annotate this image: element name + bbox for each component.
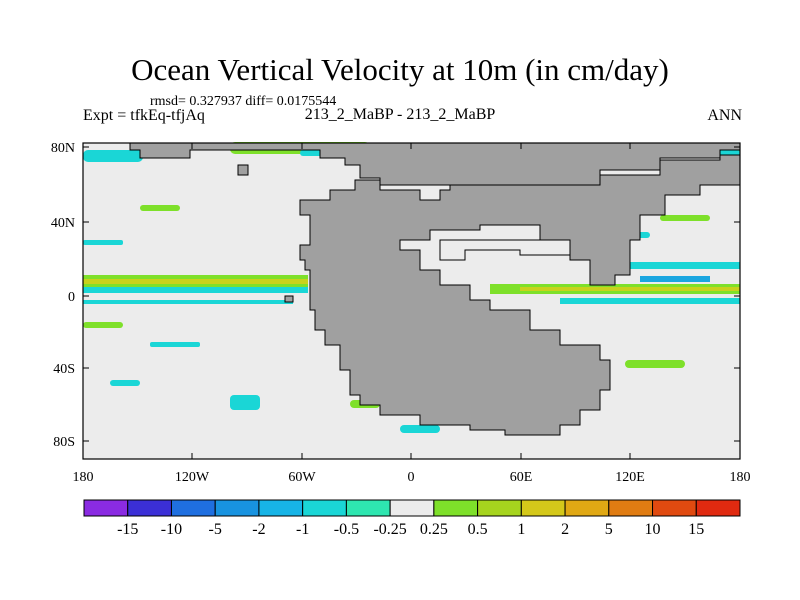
colorbar-box — [652, 499, 697, 517]
inner-ocean-cutout — [439, 239, 571, 261]
colorbar-box — [170, 499, 216, 517]
south-cyan-patch-3 — [400, 425, 440, 433]
x-axis-labels: 180 120W 60W 0 60E 120E 180 — [73, 470, 751, 485]
y-tick-label: 80N — [51, 141, 75, 156]
colorbar-label: -10 — [161, 521, 182, 538]
colorbar-box — [302, 499, 347, 517]
land-masses — [129, 142, 741, 436]
colorbar-label: -2 — [252, 521, 265, 538]
colorbar-label: 2 — [561, 521, 569, 538]
x-tick-label: 0 — [408, 470, 415, 485]
colorbar-box — [433, 499, 479, 517]
small-island-2 — [284, 295, 294, 303]
colorbar-box — [608, 499, 654, 517]
axis-ticks — [82, 143, 741, 459]
x-tick-label: 180 — [73, 470, 94, 485]
colorbar-box — [564, 499, 610, 517]
y-axis-labels: 80N 40N 0 40S 80S — [51, 141, 75, 450]
colorbar-label: 5 — [605, 521, 613, 538]
colorbar-label: -5 — [209, 521, 222, 538]
colorbar-box — [83, 499, 129, 517]
colorbar-labels: -15 -10 -5 -2 -1 -0.5 -0.25 0.25 0.5 1 2 5 10 15 — [117, 521, 704, 538]
equatorial-band-cyan-2 — [83, 300, 293, 304]
experiment-label: Expt = tfkEq-tfjAq — [83, 107, 205, 124]
colorbar-box — [477, 499, 522, 517]
small-island — [237, 164, 249, 176]
colorbar-label: -1 — [296, 521, 309, 538]
equatorial-band-east-blue — [640, 276, 710, 282]
colorbar-label: -0.5 — [334, 521, 359, 538]
x-tick-label: 60W — [288, 470, 316, 485]
x-tick-label: 180 — [730, 470, 751, 485]
colorbar — [83, 499, 741, 517]
mid-green-patch-2 — [660, 215, 710, 221]
equatorial-band-east-cyan — [560, 298, 740, 304]
y-tick-label: 40N — [51, 216, 75, 231]
y-tick-label: 80S — [53, 435, 75, 450]
south-green-patch-2 — [625, 360, 685, 368]
y-tick-label: 0 — [68, 290, 75, 305]
colorbar-label: 1 — [517, 521, 525, 538]
north-cyan-patch — [83, 150, 143, 162]
east-band-cyan — [630, 262, 740, 269]
colorbar-box — [345, 499, 391, 517]
x-tick-label: 120W — [175, 470, 210, 485]
colorbar-box — [214, 499, 260, 517]
x-tick-label: 60E — [510, 470, 533, 485]
colorbar-box — [389, 499, 435, 517]
colorbar-box — [258, 499, 304, 517]
stats-label: rmsd= 0.327937 diff= 0.0175544 — [150, 94, 337, 109]
colorbar-label: -0.25 — [373, 521, 406, 538]
plot-title: Ocean Vertical Velocity at 10m (in cm/da… — [131, 52, 669, 87]
south-cyan-patch-4 — [110, 380, 140, 386]
colorbar-box — [127, 499, 172, 517]
mid-green-patch — [140, 205, 180, 211]
south-cyan-patch-2 — [230, 395, 260, 410]
season-label: ANN — [707, 107, 742, 124]
colorbar-label: 0.25 — [420, 521, 448, 538]
map-panel — [82, 142, 741, 460]
colorbar-label: 15 — [688, 521, 704, 538]
colorbar-box — [520, 499, 566, 517]
colorbar-label: 10 — [645, 521, 661, 538]
south-green-patch — [83, 322, 123, 328]
south-cyan-patch — [150, 342, 200, 347]
case-label: 213_2_MaBP - 213_2_MaBP — [304, 106, 496, 123]
equatorial-band-east-yellow — [520, 287, 740, 291]
mid-cyan-patch — [83, 240, 123, 245]
colorbar-box — [695, 499, 741, 517]
y-tick-label: 40S — [53, 362, 75, 377]
colorbar-label: 0.5 — [468, 521, 488, 538]
equatorial-band-cyan — [83, 287, 308, 293]
equatorial-band-yellow — [83, 279, 308, 284]
x-tick-label: 120E — [615, 470, 645, 485]
colorbar-label: -15 — [117, 521, 138, 538]
